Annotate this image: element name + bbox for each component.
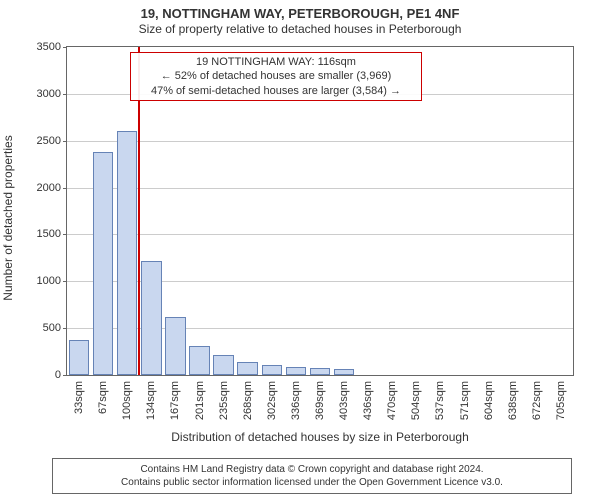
x-tick-label: 436sqm	[362, 375, 374, 420]
page-subtitle: Size of property relative to detached ho…	[0, 22, 600, 41]
footer-line1: Contains HM Land Registry data © Crown c…	[61, 463, 563, 476]
x-tick-label: 470sqm	[386, 375, 398, 420]
y-tick-label: 3000	[37, 88, 67, 100]
x-tick-label: 705sqm	[555, 375, 567, 420]
y-axis-label: Number of detached properties	[1, 53, 15, 383]
x-tick-label: 67sqm	[97, 375, 109, 414]
annotation-line3: 47% of semi-detached houses are larger (…	[137, 84, 415, 98]
x-tick-label: 604sqm	[483, 375, 495, 420]
annotation-callout: 19 NOTTINGHAM WAY: 116sqm ← 52% of detac…	[130, 52, 422, 101]
x-tick-label: 100sqm	[121, 375, 133, 420]
x-tick-label: 672sqm	[531, 375, 543, 420]
x-tick-label: 571sqm	[459, 375, 471, 420]
attribution-footer: Contains HM Land Registry data © Crown c…	[52, 458, 572, 494]
x-tick-label: 638sqm	[507, 375, 519, 420]
histogram-bar	[69, 340, 89, 375]
x-tick-label: 33sqm	[73, 375, 85, 414]
histogram-bar	[93, 152, 113, 375]
x-tick-label: 235sqm	[218, 375, 230, 420]
histogram-bar	[117, 131, 137, 375]
y-tick-label: 1000	[37, 275, 67, 287]
histogram-bar	[237, 362, 257, 375]
gridline	[67, 188, 573, 189]
x-tick-label: 201sqm	[194, 375, 206, 420]
x-tick-label: 302sqm	[266, 375, 278, 420]
x-tick-label: 268sqm	[242, 375, 254, 420]
x-tick-label: 336sqm	[290, 375, 302, 420]
y-tick-label: 0	[55, 369, 67, 381]
x-tick-label: 167sqm	[169, 375, 181, 420]
gridline	[67, 141, 573, 142]
y-tick-label: 2500	[37, 135, 67, 147]
footer-line2: Contains public sector information licen…	[61, 476, 563, 489]
annotation-line2: ← 52% of detached houses are smaller (3,…	[137, 69, 415, 83]
x-tick-label: 537sqm	[434, 375, 446, 420]
histogram-bar	[213, 355, 233, 375]
y-tick-label: 2000	[37, 182, 67, 194]
x-tick-label: 369sqm	[314, 375, 326, 420]
x-tick-label: 134sqm	[145, 375, 157, 420]
y-tick-label: 500	[43, 322, 67, 334]
histogram-bar	[141, 261, 161, 375]
histogram-bar	[189, 346, 209, 375]
y-tick-label: 1500	[37, 228, 67, 240]
annotation-line1: 19 NOTTINGHAM WAY: 116sqm	[137, 55, 415, 69]
histogram-bar	[165, 317, 185, 375]
histogram-bar	[262, 365, 282, 375]
gridline	[67, 234, 573, 235]
histogram-bar	[310, 368, 330, 375]
x-axis-label: Distribution of detached houses by size …	[66, 430, 574, 444]
y-tick-label: 3500	[37, 41, 67, 53]
x-tick-label: 504sqm	[410, 375, 422, 420]
page-title: 19, NOTTINGHAM WAY, PETERBOROUGH, PE1 4N…	[0, 0, 600, 22]
x-tick-label: 403sqm	[338, 375, 350, 420]
histogram-bar	[286, 367, 306, 375]
